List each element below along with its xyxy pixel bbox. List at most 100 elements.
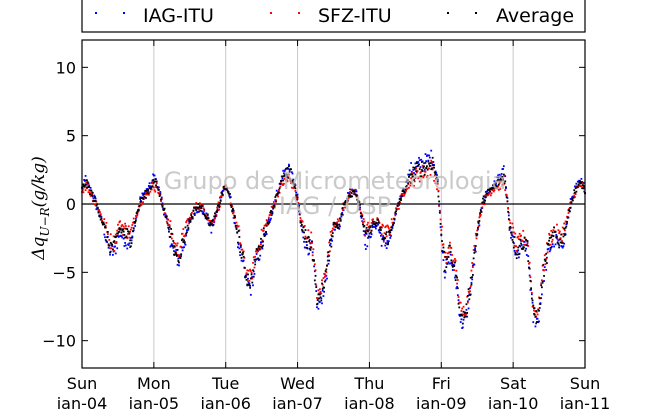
data-point [437,189,440,192]
data-point [361,215,364,218]
data-point [339,217,341,220]
data-point [109,253,111,256]
data-point [234,224,237,227]
data-point [479,215,481,217]
data-point [206,218,209,221]
data-point [383,232,386,235]
data-point [356,198,359,201]
data-point [81,185,84,188]
data-point [129,230,132,233]
data-point [471,276,474,278]
data-point [304,246,307,249]
data-point [546,256,548,259]
data-point [385,235,388,238]
data-point [141,192,144,195]
data-point [503,182,506,185]
data-point [185,221,188,224]
data-point [387,241,390,244]
data-point [188,221,191,223]
data-point [160,198,162,201]
data-point [119,220,121,223]
data-point [375,222,378,224]
data-point [302,236,305,239]
data-point [478,216,481,219]
data-point [355,190,358,193]
data-point [428,162,430,165]
data-point [504,180,507,183]
data-point [214,212,216,215]
data-point [276,193,279,195]
data-point [192,209,195,212]
data-point [165,216,167,219]
data-point [246,269,249,272]
data-point [184,226,187,229]
data-point [453,269,456,271]
data-point [581,184,584,186]
data-point [387,227,390,230]
data-point [101,219,104,222]
data-point [446,252,449,255]
data-point [405,184,408,187]
data-point [257,247,259,250]
data-point [294,187,297,190]
data-point [270,217,272,220]
data-point [484,196,487,199]
data-point [361,214,364,216]
data-point [134,225,137,227]
x-tick-label-date: jan-08 [343,394,395,409]
data-point [143,196,146,199]
data-point [283,182,285,185]
data-point [387,225,390,228]
data-point [551,231,554,234]
data-point [564,226,567,229]
data-point [281,175,284,178]
data-point [566,216,569,219]
data-point [374,222,377,225]
data-point [406,179,409,181]
data-point [420,169,423,171]
data-point [472,266,474,268]
data-point [344,206,346,209]
data-point [298,210,300,213]
data-point [362,223,364,226]
data-point [455,275,458,278]
data-point [367,225,370,228]
data-point [461,326,464,329]
data-point [521,240,524,242]
data-point [530,297,533,300]
data-point [168,228,170,231]
data-point [523,240,526,243]
data-point [331,227,334,230]
data-point [517,235,520,238]
data-point [232,208,234,211]
data-point [520,244,523,246]
data-point [429,173,432,176]
data-point [252,269,254,272]
data-point [364,234,367,237]
data-point [150,187,152,190]
data-point [395,208,398,211]
data-point [571,198,573,200]
data-point [159,191,162,193]
data-point [380,234,382,237]
data-point [543,275,545,277]
data-point [451,264,453,267]
data-point [536,321,539,323]
data-point [139,196,142,199]
data-point [512,246,515,249]
data-point [449,241,451,244]
data-point [285,179,288,181]
data-point [85,179,88,182]
data-point [114,242,116,245]
data-point [296,196,299,199]
data-point [417,164,420,167]
data-point [229,202,232,205]
data-point [408,180,411,183]
data-point [472,257,475,260]
data-point [93,194,96,197]
data-point [549,246,552,249]
data-point [510,236,512,239]
data-point [305,237,308,240]
data-point [183,241,186,244]
data-point [456,286,458,288]
